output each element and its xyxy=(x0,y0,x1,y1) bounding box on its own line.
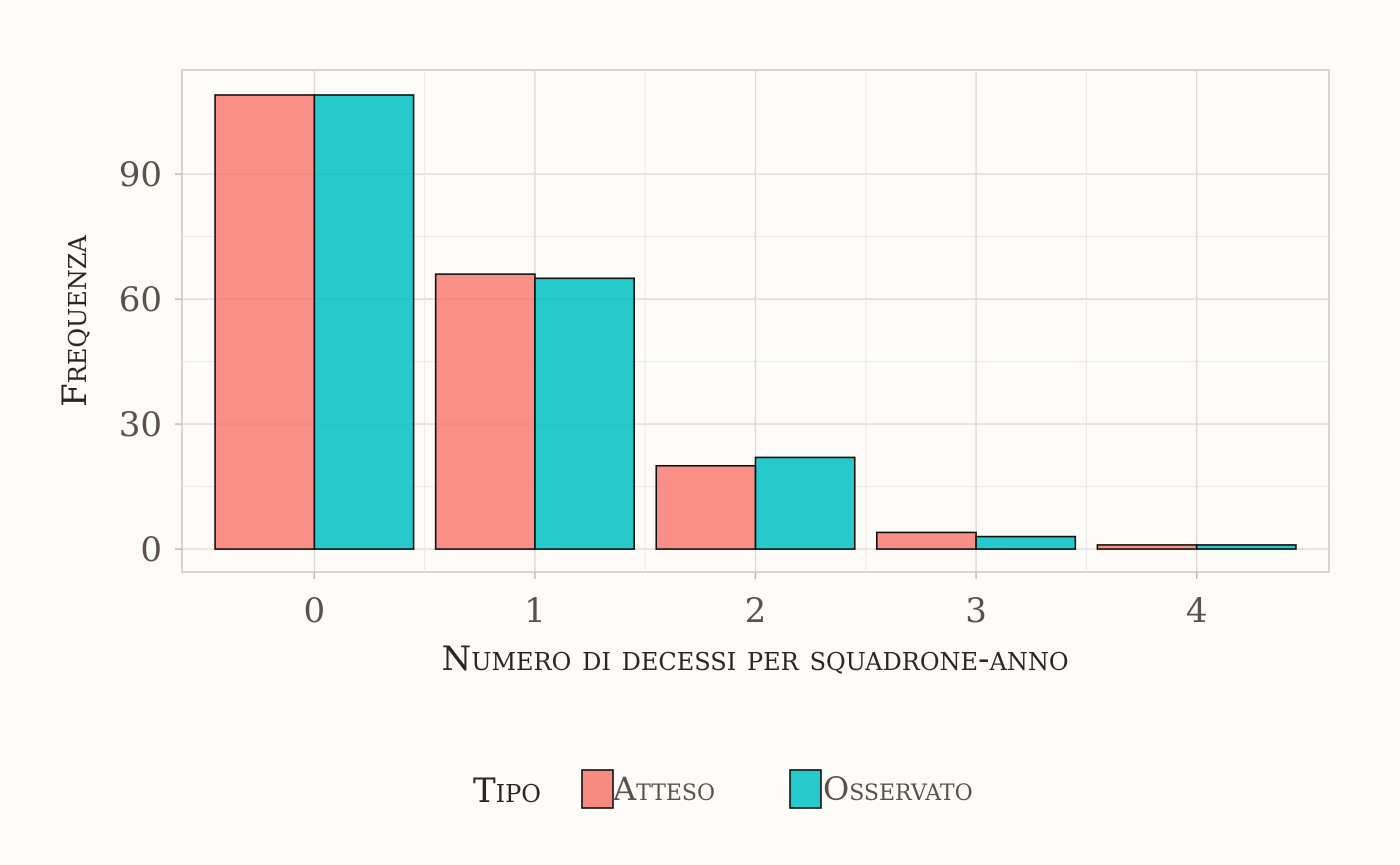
bar-atteso-4 xyxy=(1096,544,1198,550)
legend: Tipo Atteso Osservato xyxy=(473,769,973,811)
bar-atteso-2 xyxy=(655,464,757,550)
legend-key-atteso xyxy=(581,769,614,809)
bar-osservato-0 xyxy=(313,94,415,550)
y-axis-ticks: 0 30 60 90 xyxy=(119,155,182,570)
y-tick-label: 60 xyxy=(119,280,162,320)
legend-title: Tipo xyxy=(473,771,541,811)
y-tick-label: 0 xyxy=(140,530,162,570)
legend-label-osservato: Osservato xyxy=(823,770,973,808)
bar-osservato-3 xyxy=(975,535,1077,550)
bar-atteso-0 xyxy=(214,94,316,550)
bar-osservato-2 xyxy=(754,456,856,550)
bar-osservato-4 xyxy=(1195,544,1297,550)
legend-key-osservato xyxy=(789,769,822,809)
x-tick-label: 4 xyxy=(1186,591,1208,631)
x-tick-label: 3 xyxy=(965,591,987,631)
bar-atteso-3 xyxy=(876,531,977,550)
x-tick-label: 1 xyxy=(524,591,546,631)
bar-osservato-1 xyxy=(534,277,635,550)
x-tick-label: 0 xyxy=(304,591,326,631)
y-axis-title: Frequenza xyxy=(55,235,95,407)
y-tick-label: 30 xyxy=(119,405,162,445)
x-axis-title: Numero di decessi per squadrone-anno xyxy=(441,639,1068,679)
bars xyxy=(214,94,1297,550)
legend-label-atteso: Atteso xyxy=(612,770,715,808)
x-axis-ticks: 0 1 2 3 4 xyxy=(304,572,1208,631)
y-tick-label: 90 xyxy=(119,155,162,195)
bar-atteso-1 xyxy=(434,273,536,550)
x-tick-label: 2 xyxy=(745,591,767,631)
